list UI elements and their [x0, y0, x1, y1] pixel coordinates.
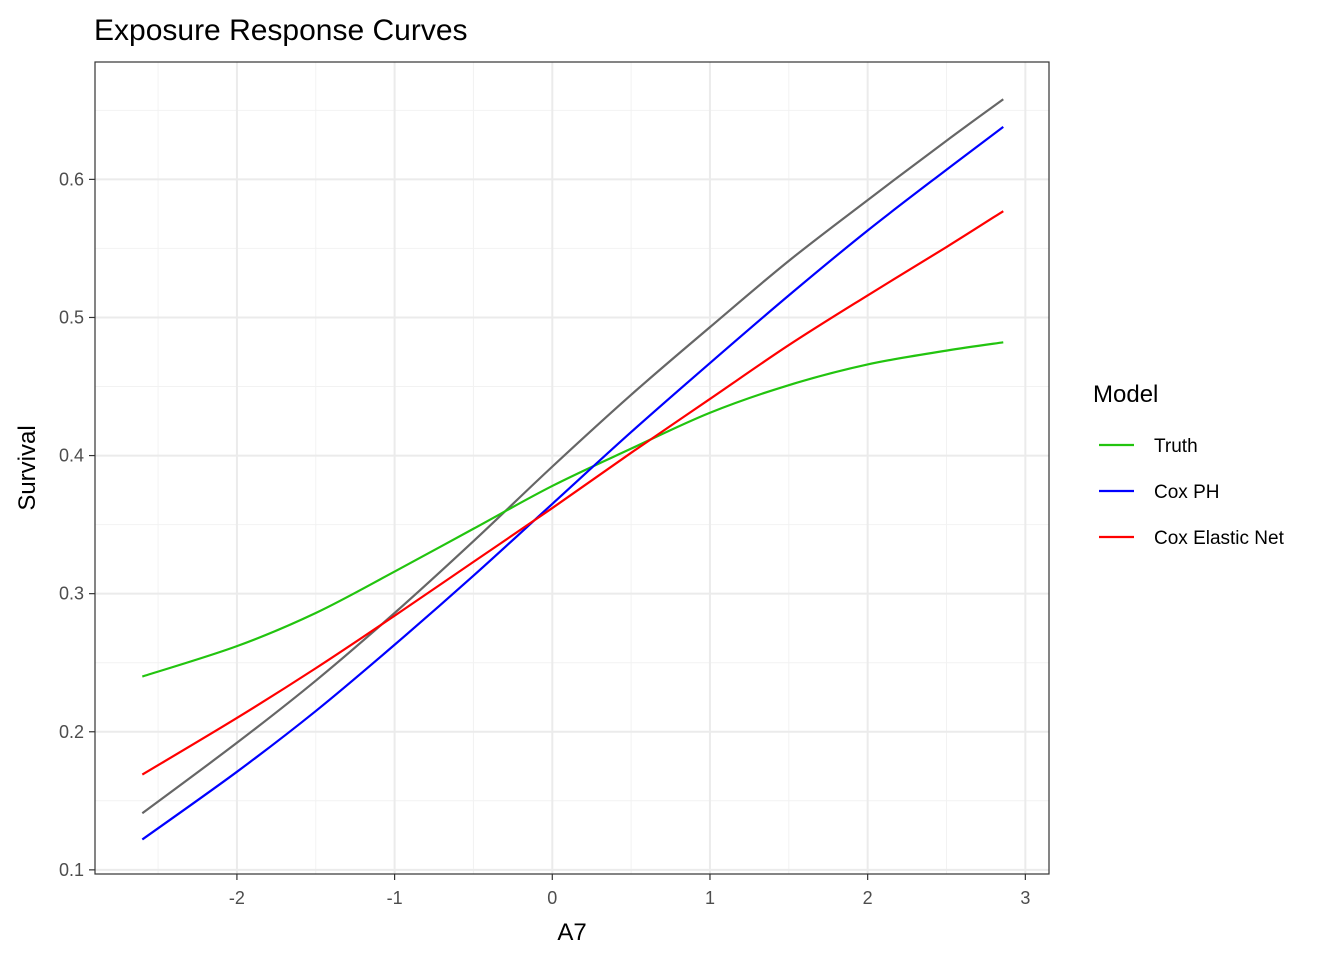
series-line-cox-elastic-net [141, 210, 1004, 776]
y-axis-title: Survival [14, 425, 41, 510]
y-tick-label: 0.3 [59, 584, 84, 604]
y-tick-label: 0.6 [59, 169, 84, 189]
major-gridlines [95, 62, 1049, 874]
x-tick-label: 1 [705, 888, 715, 908]
x-tick-label: -2 [229, 888, 245, 908]
x-tick-label: 0 [547, 888, 557, 908]
x-axis-title: A7 [557, 919, 586, 946]
y-tick-label: 0.1 [59, 860, 84, 880]
plot-panel-border [94, 61, 1050, 875]
x-tick-label: -1 [387, 888, 403, 908]
series-line-truth [141, 341, 1004, 678]
legend-label-cox-elastic-net: Cox Elastic Net [1154, 528, 1285, 549]
legend-label-truth: Truth [1154, 436, 1198, 457]
y-tick-label: 0.2 [59, 722, 84, 742]
legend-label-cox-ph: Cox PH [1154, 482, 1219, 503]
y-tick-label: 0.5 [59, 307, 84, 327]
legend: Model Truth Cox PH Cox Elastic Net [1093, 381, 1285, 549]
legend-title: Model [1093, 381, 1158, 408]
series-lines [141, 98, 1004, 841]
x-tick-label: 3 [1020, 888, 1030, 908]
x-tick-label: 2 [863, 888, 873, 908]
x-axis: -2 -1 0 1 2 3 [229, 874, 1030, 908]
series-line-cox-ph [141, 126, 1004, 841]
plot-panel [95, 62, 1049, 874]
y-tick-label: 0.4 [59, 446, 84, 466]
minor-gridlines [95, 62, 1049, 874]
chart-title: Exposure Response Curves [94, 14, 468, 47]
series-line-grey [141, 98, 1004, 815]
y-axis: 0.1 0.2 0.3 0.4 0.5 0.6 [59, 169, 95, 880]
